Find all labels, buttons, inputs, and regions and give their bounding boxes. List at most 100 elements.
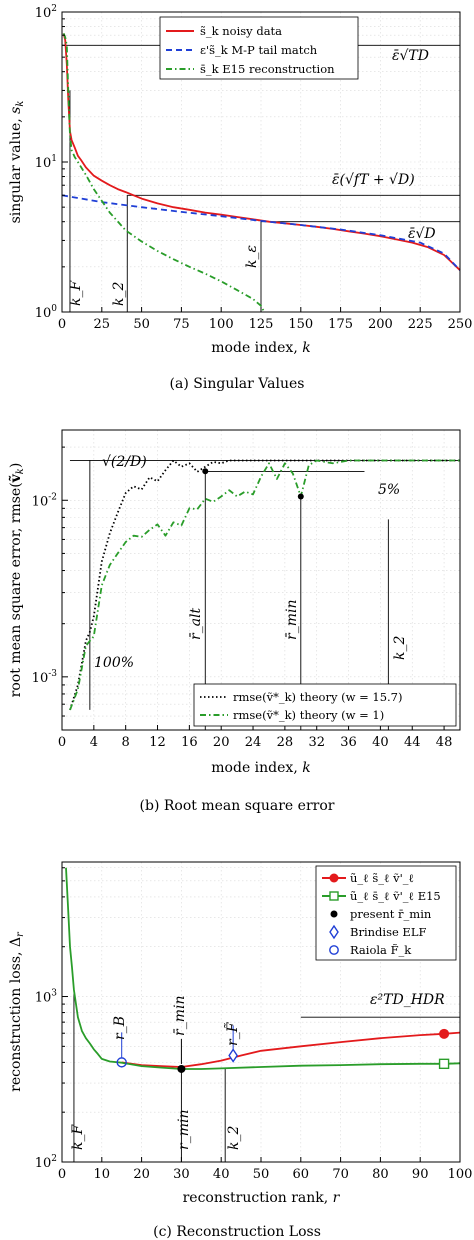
legend-c-label-0: ũ_ℓ s̃_ℓ ṽ'_ℓ [350, 871, 414, 885]
vline-label-a-0: k_F [68, 280, 84, 306]
xtick-label-b-2: 8 [122, 735, 130, 750]
chart-c-caption: (c) Reconstruction Loss [153, 1224, 321, 1240]
chart-b-axes-box [61, 429, 461, 731]
series-c-1 [65, 867, 461, 1070]
xtick-label-a-0: 0 [58, 317, 66, 332]
legend-a-label-1: ε's̃_k M-P tail match [200, 43, 318, 57]
xtick-label-a-7: 175 [328, 317, 353, 332]
xtick-label-c-3: 30 [173, 1167, 190, 1182]
series-b-1 [69, 459, 460, 711]
chart-a-series [61, 33, 461, 313]
xtick-label-b-12: 48 [436, 735, 453, 750]
xtick-label-c-1: 10 [94, 1167, 111, 1182]
ytick-label-a-1: 101 [35, 154, 57, 171]
xtick-label-c-7: 70 [332, 1167, 349, 1182]
xtick-label-b-9: 36 [340, 735, 357, 750]
xtick-label-b-1: 4 [90, 735, 98, 750]
xtick-label-b-4: 16 [181, 735, 198, 750]
chart-b-xlabel: mode index, k [211, 760, 310, 776]
legend-c-marker-0 [329, 873, 339, 883]
xtick-label-a-5: 125 [249, 317, 274, 332]
chart-b-legend: rmse(ṽ*_k) theory (w = 15.7) rmse(ṽ*_k) … [193, 683, 457, 727]
xtick-label-a-1: 25 [94, 317, 111, 332]
vline-label-c-1: k_2 [226, 1126, 242, 1150]
vline-label-b-1: r̄_alt [188, 607, 204, 640]
xtick-label-a-2: 50 [133, 317, 150, 332]
series-b-0 [69, 459, 460, 711]
legend-c-marker-2 [330, 910, 338, 918]
chart-c: ε²TD_HDR k_F k_2 r_min r_B r̄_min r_F̃ 0 10 20 30… [8, 861, 473, 1240]
chart-c-ticks: 0 10 20 30 40 50 60 70 80 90 100 102 103 [35, 867, 473, 1182]
xtick-label-b-7: 28 [277, 735, 294, 750]
legend-c-marker-1 [329, 891, 339, 901]
xtick-label-b-8: 32 [308, 735, 325, 750]
vline-label-b-0: 100% [94, 655, 134, 671]
chart-a-legend: s̃_k noisy data ε's̃_k M-P tail match s̄… [159, 16, 359, 80]
chart-a-caption: (a) Singular Values [170, 376, 305, 392]
legend-a-label-2: s̄_k E15 reconstruction [200, 62, 335, 76]
chart-c-xlabel: reconstruction rank, r [183, 1190, 341, 1206]
xtick-label-c-5: 50 [253, 1167, 270, 1182]
hline-label-a-1: ε̄(√fT + √D) [332, 172, 415, 188]
chart-b-ylabel: root mean square error, rmse(ṽk) [7, 463, 26, 698]
xtick-label-b-11: 44 [404, 735, 421, 750]
ytick-label-c-1: 103 [35, 989, 58, 1006]
xtick-label-c-4: 40 [213, 1167, 230, 1182]
xtick-label-c-10: 100 [448, 1167, 473, 1182]
point-b-0 [202, 468, 209, 475]
vline-label-b-2: r̄_min [284, 600, 300, 640]
chart-a: ε̄√TD ε̄(√fT + √D) ε̄√D k_F k_2 k_ε 0 25 50 75 10… [8, 4, 472, 392]
xtick-label-c-8: 80 [372, 1167, 389, 1182]
legend-c-label-1: ũ_ℓ s̄_ℓ ṽ'_ℓ E15 [350, 889, 441, 903]
vline-label-b-3: k_2 [392, 636, 408, 660]
xtick-label-c-6: 60 [293, 1167, 310, 1182]
callout-label-c-0: r_B [112, 1016, 128, 1040]
point-b-1 [297, 493, 304, 500]
xtick-label-c-2: 20 [133, 1167, 150, 1182]
ytick-label-a-2: 102 [35, 4, 57, 21]
chart-a-xlabel: mode index, k [211, 340, 310, 356]
hline-label-c-0: ε²TD_HDR [370, 992, 445, 1008]
marker-c-0 [177, 1064, 186, 1073]
xtick-label-b-10: 40 [372, 735, 389, 750]
legend-c-label-4: Raiola F̃_k [350, 943, 412, 957]
end-marker-c-1 [438, 1058, 450, 1070]
xtick-label-a-9: 225 [408, 317, 433, 332]
chart-b-caption: (b) Root mean square error [140, 798, 335, 814]
hline-label-a-2: ε̄√D [408, 226, 436, 242]
xtick-label-a-8: 200 [368, 317, 393, 332]
chart-c-ylabel: reconstruction loss, Δr [8, 931, 26, 1092]
legend-a-label-0: s̃_k noisy data [200, 24, 282, 38]
ytick-label-b-0: 10-3 [32, 669, 58, 686]
ytick-label-b-1: 10-2 [32, 492, 57, 509]
callout-label-c-2: r_F̃ [223, 1021, 241, 1046]
legend-c-marker-4 [329, 945, 339, 955]
end-marker-c-0 [439, 1028, 450, 1039]
vline-label-a-2: k_ε [244, 245, 260, 268]
callout-label-c-1: r̄_min [172, 996, 188, 1036]
xtick-label-c-0: 0 [58, 1167, 66, 1182]
series-a-2 [62, 33, 265, 313]
chart-a-reference-lines: ε̄√TD ε̄(√fT + √D) ε̄√D k_F k_2 k_ε [62, 44, 460, 312]
xtick-label-a-6: 150 [288, 317, 313, 332]
hline-label-a-0: ε̄√TD [392, 48, 429, 64]
chart-c-series [65, 867, 461, 1073]
hline-label-b-0: √(2/D) [102, 454, 147, 470]
series-c-0 [121, 1031, 461, 1068]
xtick-label-b-5: 20 [213, 735, 230, 750]
hline-label-b-1: 5% [378, 482, 400, 498]
series-a-1 [61, 194, 461, 271]
xtick-label-a-3: 75 [173, 317, 190, 332]
legend-c-marker-3 [329, 924, 339, 940]
xtick-label-c-9: 90 [412, 1167, 429, 1182]
chart-a-ticks: 0 25 50 75 100 125 150 175 200 225 250 100 101 102 [35, 4, 473, 332]
vline-label-a-1: k_2 [111, 282, 127, 306]
xtick-label-b-0: 0 [58, 735, 66, 750]
legend-c-label-3: Brindise ELF [350, 925, 426, 939]
chart-c-reference-lines: ε²TD_HDR k_F k_2 r_min r_B r̄_min r_F̃ [70, 989, 460, 1162]
marker-c-2 [116, 1057, 127, 1068]
xtick-label-a-4: 100 [209, 317, 234, 332]
xtick-label-b-6: 24 [245, 735, 262, 750]
